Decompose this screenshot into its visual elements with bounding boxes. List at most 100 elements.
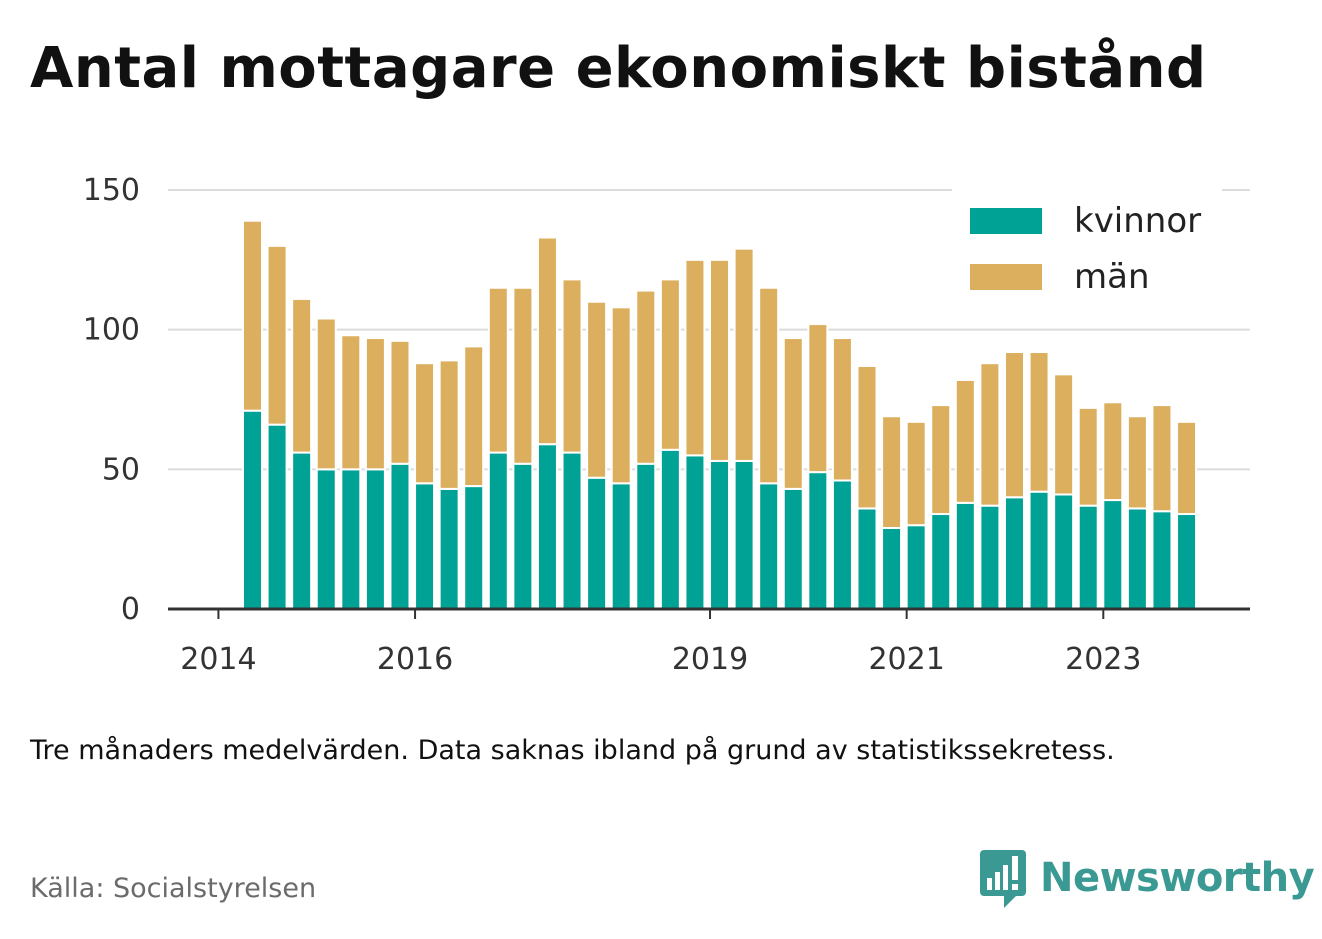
bar-män bbox=[807, 323, 829, 474]
bar-kvinnor bbox=[315, 468, 337, 611]
bar-kvinnor bbox=[586, 476, 608, 611]
bar-män bbox=[1053, 373, 1075, 496]
y-tick-label: 150 bbox=[83, 173, 140, 208]
bar-män bbox=[782, 337, 804, 490]
bar-kvinnor bbox=[610, 482, 632, 610]
bar-män bbox=[1176, 420, 1198, 516]
bar-män bbox=[856, 364, 878, 510]
x-tick-label: 2014 bbox=[180, 642, 256, 677]
legend-swatch-män bbox=[970, 264, 1042, 290]
bar-kvinnor bbox=[635, 462, 657, 610]
x-tick-label: 2016 bbox=[377, 642, 453, 677]
bar-män bbox=[438, 359, 460, 490]
bar-män bbox=[340, 334, 362, 471]
bar-män bbox=[364, 337, 386, 471]
bar-män bbox=[954, 378, 976, 504]
x-tick-label: 2023 bbox=[1065, 642, 1141, 677]
bar-män bbox=[758, 286, 780, 485]
bar-kvinnor bbox=[733, 459, 755, 610]
bar-kvinnor bbox=[709, 459, 731, 610]
bar-män bbox=[389, 339, 411, 465]
bar-kvinnor bbox=[463, 485, 485, 610]
bar-kvinnor bbox=[831, 479, 853, 610]
bar-män bbox=[315, 317, 337, 471]
bar-män bbox=[586, 300, 608, 479]
bar-män bbox=[1151, 404, 1173, 513]
y-tick-label: 50 bbox=[102, 452, 140, 487]
bar-kvinnor bbox=[1151, 510, 1173, 611]
bar-kvinnor bbox=[782, 487, 804, 610]
bar-män bbox=[733, 247, 755, 462]
bar-män bbox=[930, 404, 952, 516]
bar-män bbox=[291, 297, 313, 454]
bar-kvinnor bbox=[1126, 507, 1148, 610]
x-tick-label: 2021 bbox=[868, 642, 944, 677]
legend-label-kvinnor: kvinnor bbox=[1074, 201, 1201, 241]
bar-män bbox=[1003, 351, 1025, 499]
bar-män bbox=[1126, 415, 1148, 510]
bar-kvinnor bbox=[438, 487, 460, 610]
bar-kvinnor bbox=[905, 524, 927, 611]
bar-kvinnor bbox=[487, 451, 509, 610]
bar-män bbox=[561, 278, 583, 454]
legend: kvinnor män bbox=[952, 186, 1222, 306]
bar-kvinnor bbox=[291, 451, 313, 610]
bar-män bbox=[610, 306, 632, 485]
brand-name: Newsworthy bbox=[1040, 855, 1315, 901]
bar-män bbox=[487, 286, 509, 454]
bar-kvinnor bbox=[364, 468, 386, 611]
bar-män bbox=[463, 345, 485, 488]
bar-kvinnor bbox=[266, 423, 288, 611]
bar-chart: 0 50 100 150 2014 2016 2019 2021 2023 kvinnor män bbox=[83, 173, 1250, 677]
bar-män bbox=[831, 337, 853, 482]
bar-män bbox=[536, 236, 558, 446]
bar-män bbox=[1028, 351, 1050, 493]
bar-kvinnor bbox=[1028, 490, 1050, 610]
bar-män bbox=[881, 415, 903, 529]
bar-kvinnor bbox=[512, 462, 534, 610]
bar-kvinnor bbox=[954, 501, 976, 610]
bar-kvinnor bbox=[414, 482, 436, 610]
bar-kvinnor bbox=[758, 482, 780, 610]
bar-män bbox=[242, 219, 263, 412]
bar-kvinnor bbox=[1102, 499, 1124, 610]
newsworthy-logo-icon bbox=[980, 850, 1026, 908]
axes: 0 50 100 150 2014 2016 2019 2021 2023 bbox=[83, 173, 1250, 677]
bar-män bbox=[659, 278, 681, 451]
bar-män bbox=[905, 420, 927, 527]
y-tick-label: 100 bbox=[83, 313, 140, 348]
newsworthy-logo[interactable]: Newsworthy bbox=[978, 848, 1315, 908]
y-tick-label: 0 bbox=[121, 592, 140, 627]
bar-män bbox=[1077, 406, 1099, 507]
bar-kvinnor bbox=[536, 443, 558, 610]
bar-kvinnor bbox=[1077, 504, 1099, 610]
bar-kvinnor bbox=[561, 451, 583, 610]
bar-män bbox=[979, 362, 1001, 507]
bar-kvinnor bbox=[1053, 493, 1075, 610]
bar-kvinnor bbox=[684, 454, 706, 610]
bar-män bbox=[709, 258, 731, 462]
legend-label-män: män bbox=[1074, 257, 1150, 297]
bar-kvinnor bbox=[659, 448, 681, 610]
bar-kvinnor bbox=[807, 471, 829, 611]
bar-män bbox=[635, 289, 657, 465]
legend-swatch-kvinnor bbox=[970, 208, 1042, 234]
bar-män bbox=[414, 362, 436, 485]
bar-kvinnor bbox=[979, 504, 1001, 610]
bar-män bbox=[1102, 401, 1124, 502]
chart-title: Antal mottagare ekonomiskt bistånd bbox=[30, 36, 1207, 101]
bar-kvinnor bbox=[1176, 513, 1198, 611]
bar-män bbox=[684, 258, 706, 457]
bar-kvinnor bbox=[389, 462, 411, 610]
bar-kvinnor bbox=[242, 409, 263, 610]
bar-män bbox=[266, 244, 288, 426]
bar-män bbox=[512, 286, 534, 465]
bar-kvinnor bbox=[930, 513, 952, 611]
chart-note: Tre månaders medelvärden. Data saknas ib… bbox=[30, 735, 1115, 766]
source-label: Källa: Socialstyrelsen bbox=[30, 873, 317, 904]
bar-kvinnor bbox=[1003, 496, 1025, 610]
bar-kvinnor bbox=[881, 526, 903, 611]
bar-kvinnor bbox=[340, 468, 362, 611]
x-tick-label: 2019 bbox=[672, 642, 748, 677]
bar-kvinnor bbox=[856, 507, 878, 610]
